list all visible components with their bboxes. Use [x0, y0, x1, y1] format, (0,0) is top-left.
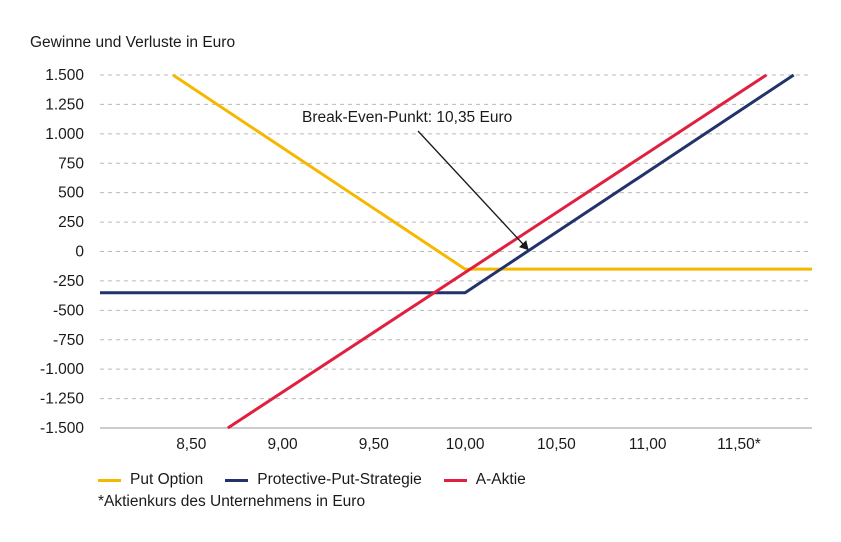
x-tick-label: 11,50*: [717, 436, 761, 453]
legend-label: Protective-Put-Strategie: [257, 471, 422, 488]
legend-swatch: [443, 478, 467, 482]
x-tick-label: 9,00: [267, 436, 298, 453]
series-line-2: [100, 73, 795, 295]
annotations: Break-Even-Punkt: 10,35 Euro: [302, 109, 529, 251]
break-even-label: Break-Even-Punkt: 10,35 Euro: [302, 109, 512, 126]
legend-label: Put Option: [130, 471, 204, 488]
y-tick-label: -250: [53, 273, 84, 290]
y-tick-label: -1.250: [40, 391, 84, 408]
y-tick-label: 750: [58, 155, 84, 172]
y-tick-label: 250: [58, 214, 84, 231]
y-tick-label: -500: [53, 302, 84, 319]
legend-item: Put Option: [98, 471, 203, 489]
series-line-3: [226, 73, 768, 430]
x-tick-label: 8,50: [176, 436, 207, 453]
y-axis-title: Gewinne und Verluste in Euro: [30, 34, 236, 51]
x-tick-label: 10,50: [537, 436, 576, 453]
axes: 1.500 1.250 1.000 750 500 250 0 -250 -500 -750 -1.…: [40, 67, 812, 453]
legend-item: Protective-Put-Strategie: [225, 471, 422, 489]
grid: [100, 74, 812, 429]
legend-item: A-Aktie: [443, 471, 526, 489]
x-tick-label: 11,00: [629, 436, 667, 453]
break-even-arrow: [417, 130, 529, 251]
y-tick-label: -1.000: [40, 361, 84, 378]
y-tick-label: 0: [75, 244, 84, 261]
x-tick-label: 9,50: [359, 436, 390, 453]
y-tick-label: 1.250: [45, 96, 84, 113]
legend-label: A-Aktie: [475, 471, 526, 488]
y-tick-label: 1.000: [45, 126, 84, 143]
legend-swatch: [225, 478, 249, 482]
x-tick-label: 10,00: [446, 436, 485, 453]
series-line-1: [172, 73, 812, 271]
footnote: *Aktienkurs des Unternehmens in Euro: [98, 493, 366, 510]
y-tick-label: -1.500: [40, 420, 84, 437]
y-tick-label: -750: [53, 332, 84, 349]
legend: Put Option Protective-Put-Strategie A-Akti…: [98, 471, 548, 489]
legend-swatch: [98, 478, 121, 482]
series-lines: [100, 73, 812, 430]
y-tick-label: 1.500: [45, 67, 84, 84]
y-tick-label: 500: [58, 185, 84, 202]
